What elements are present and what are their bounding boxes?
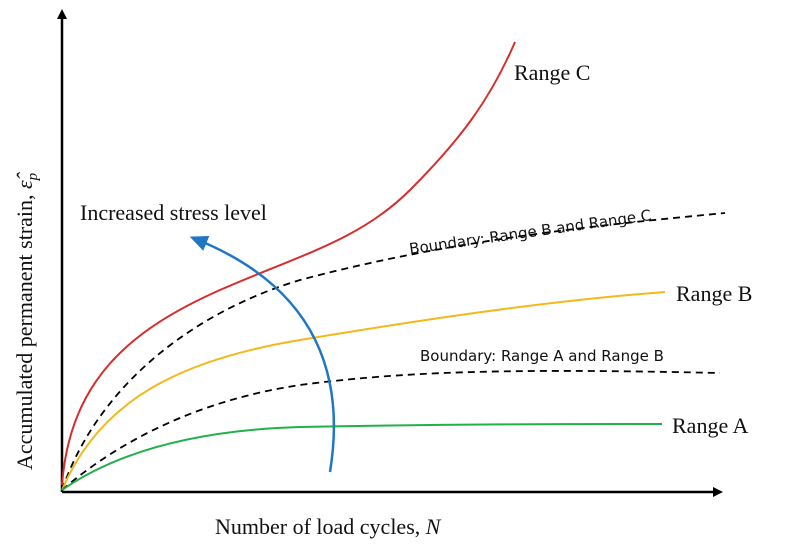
x-label-text: Number of load cycles,	[215, 514, 420, 539]
stress-arrow	[189, 236, 336, 473]
curve-range-b	[61, 291, 666, 491]
label-range-c: Range C	[514, 60, 590, 85]
y-label-subscript: p	[25, 172, 41, 181]
curve-range-a	[61, 423, 663, 491]
label-range-b: Range B	[676, 281, 752, 306]
curve-range-c	[61, 41, 516, 486]
x-label-symbol: N	[425, 514, 442, 539]
boundary-bc	[61, 212, 726, 491]
label-range-a: Range A	[672, 413, 748, 438]
y-axis-label: Accumulated permanent strain, ε̂p	[12, 171, 41, 470]
label-boundary-ab: Boundary: Range A and Range B	[420, 347, 664, 365]
label-boundary-bc: Boundary: Range B and Range C	[408, 206, 652, 258]
annotation: Increased stress level	[80, 200, 267, 225]
boundary-ab	[61, 370, 721, 491]
y-label-text: Accumulated permanent strain,	[12, 194, 37, 470]
x-axis-label: Number of load cycles, N	[215, 514, 442, 539]
